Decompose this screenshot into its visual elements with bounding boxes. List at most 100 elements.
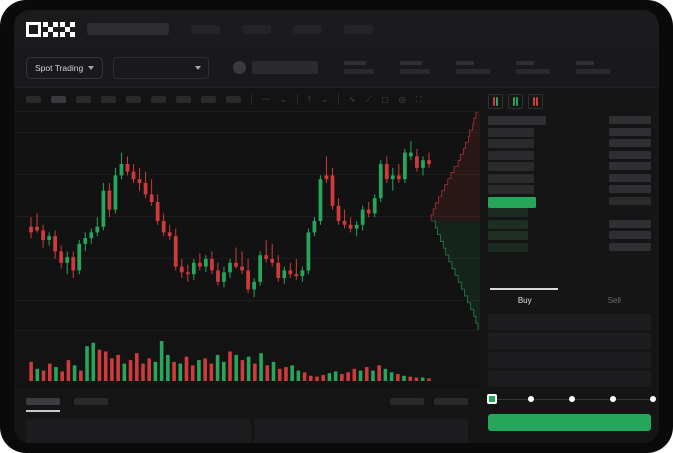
orderbook-asks-icon[interactable] [528, 94, 543, 109]
bottom-content-panel-1[interactable] [254, 419, 468, 443]
settings-icon[interactable]: ◎ [398, 94, 406, 104]
order-book-current-price[interactable] [488, 196, 651, 208]
order-book-ask-row[interactable] [488, 127, 651, 137]
interval-button-8[interactable] [226, 96, 241, 103]
market-stat-3 [516, 61, 551, 74]
camera-icon[interactable]: ▢ [381, 94, 389, 104]
tab-buy[interactable]: Buy [517, 296, 532, 305]
order-form-panel: Buy Sell [480, 288, 659, 443]
stat-label [344, 61, 367, 65]
order-book-ask-row[interactable] [488, 173, 651, 183]
interval-button-0[interactable] [26, 96, 41, 103]
logo-o-glyph [26, 21, 41, 37]
slider-stop[interactable] [528, 396, 534, 402]
order-side-tabs: Buy Sell [480, 288, 659, 314]
market-info-bar: Spot Trading [14, 48, 659, 88]
bottom-actions [390, 398, 468, 405]
order-book-bid-row[interactable] [488, 208, 651, 217]
nav-item-1[interactable] [242, 24, 271, 34]
gridline [14, 258, 480, 259]
toolbar-divider [296, 94, 298, 105]
chevron-down-icon[interactable]: ⌄ [321, 94, 328, 104]
price-chart[interactable] [14, 112, 480, 330]
candle-type-icon[interactable]: ⫯ [307, 94, 312, 104]
order-book-bid-row[interactable] [488, 219, 651, 229]
fullscreen-icon[interactable]: ⛶ [415, 94, 422, 104]
order-book-panel [480, 88, 659, 288]
order-field-total[interactable] [488, 352, 651, 368]
ruler-icon[interactable]: ⟋ [365, 94, 372, 104]
slider-stop[interactable] [650, 396, 656, 402]
tab-sell[interactable]: Sell [607, 296, 621, 305]
okx-logo[interactable] [26, 21, 75, 37]
interval-button-2[interactable] [76, 96, 91, 103]
order-book-ask-row[interactable] [488, 162, 651, 171]
interval-button-4[interactable] [126, 96, 141, 103]
order-book-header-row [488, 116, 651, 125]
trading-pair-select[interactable] [113, 56, 210, 79]
market-stat-4 [576, 61, 611, 74]
order-book-ask-row[interactable] [488, 150, 651, 160]
order-field-amount[interactable] [488, 333, 651, 349]
stat-value [576, 69, 611, 74]
market-stat-2 [456, 61, 491, 74]
nav-item-3[interactable] [344, 24, 373, 34]
order-amount-slider[interactable] [486, 393, 656, 407]
slider-handle[interactable] [487, 394, 497, 404]
pair-avatar [233, 61, 247, 74]
slider-stop[interactable] [610, 396, 616, 402]
global-search-input[interactable] [87, 23, 169, 35]
stat-label [576, 61, 595, 65]
slider-stop[interactable] [569, 396, 575, 402]
interval-button-6[interactable] [176, 96, 191, 103]
bottom-panel [14, 388, 480, 443]
bottom-tabs [26, 398, 468, 412]
stat-value [516, 69, 551, 74]
volume-chart[interactable] [14, 330, 480, 388]
order-book-bid-row[interactable] [488, 231, 651, 240]
nav-item-0[interactable] [191, 24, 220, 34]
chevron-down-icon [88, 65, 95, 70]
interval-button-3[interactable] [101, 96, 116, 103]
interval-button-5[interactable] [151, 96, 166, 103]
market-stat-1 [400, 61, 431, 74]
orderbook-both-icon[interactable] [488, 94, 503, 109]
order-book-rows [488, 116, 651, 252]
logo-k-glyph [43, 21, 58, 37]
stat-label [516, 61, 535, 65]
toolbar-divider [251, 94, 252, 105]
app-screen: Spot Trading [14, 10, 659, 443]
order-book-ask-row[interactable] [488, 185, 651, 194]
bottom-action-0[interactable] [390, 398, 424, 405]
top-navigation-bar [14, 10, 659, 48]
nav-item-2[interactable] [293, 24, 322, 34]
stat-value [456, 69, 491, 74]
order-field-price[interactable] [488, 314, 651, 330]
chart-toolbar: 〰 ⌄ ⫯ ⌄ ∿ ⟋ ▢ ◎ ⛶ [14, 88, 480, 112]
stat-value [400, 69, 431, 74]
line-chart-icon[interactable]: ∿ [348, 94, 356, 104]
gridline [14, 132, 480, 133]
logo-x-glyph [60, 21, 75, 37]
order-book-bid-row[interactable] [488, 242, 651, 252]
bottom-action-1[interactable] [434, 398, 468, 405]
bottom-tab-1[interactable] [74, 398, 108, 405]
order-field-extra[interactable] [488, 371, 651, 387]
trading-mode-selector[interactable]: Spot Trading [26, 56, 104, 79]
order-book-ask-row[interactable] [488, 139, 651, 148]
candlestick-series [29, 141, 431, 297]
bottom-tab-0[interactable] [26, 398, 60, 405]
stat-label [456, 61, 475, 65]
interval-button-1[interactable] [51, 96, 66, 103]
orderbook-bids-icon[interactable] [508, 94, 523, 109]
indicator-icon[interactable]: 〰 [262, 94, 270, 104]
compare-icon[interactable]: ⌄ [280, 94, 287, 104]
place-buy-order-button[interactable] [488, 414, 651, 431]
market-stat-0 [344, 61, 375, 74]
interval-button-7[interactable] [201, 96, 216, 103]
market-depth-overlay [430, 112, 480, 330]
trading-mode-label: Spot Trading [35, 62, 84, 73]
bottom-content-panel-0[interactable] [26, 419, 251, 443]
gridline [14, 216, 480, 217]
stat-label [400, 61, 423, 65]
